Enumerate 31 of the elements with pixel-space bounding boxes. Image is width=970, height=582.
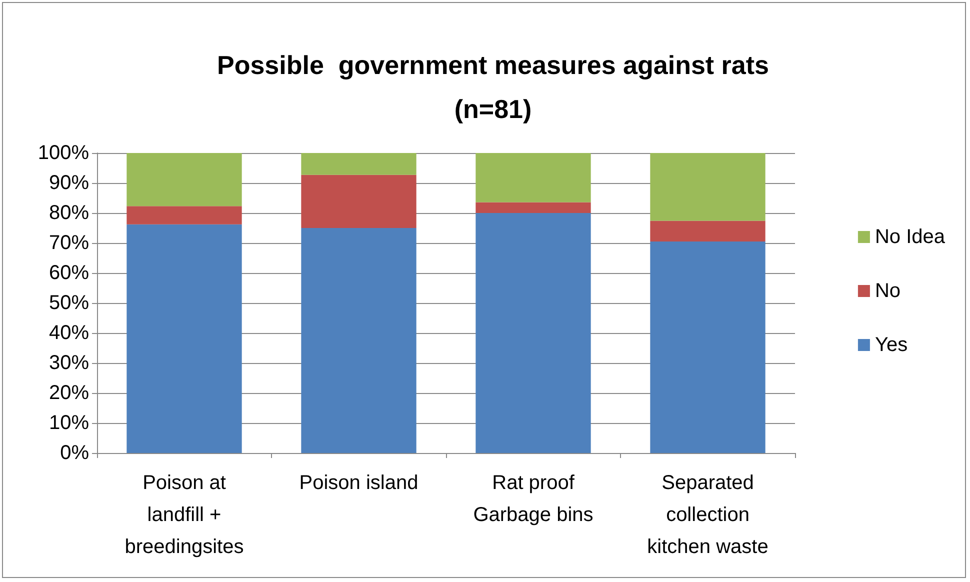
y-tick-label: 10%: [48, 412, 90, 434]
x-tick-label: Rat proof Garbage bins: [473, 472, 594, 526]
bar: [126, 153, 242, 206]
y-tick-label: 0%: [60, 442, 90, 464]
x-tick-label: Separated collection kitchen waste: [647, 472, 768, 558]
bar: [476, 153, 591, 202]
bar: [301, 174, 416, 228]
chart-title: Possible government measures against rats (n=81): [217, 50, 769, 124]
y-tick-label: 80%: [48, 202, 90, 224]
y-tick-label: 50%: [48, 292, 90, 314]
y-tick-label: 100%: [38, 142, 90, 164]
legend-label: Yes: [874, 334, 908, 356]
y-tick-label: 60%: [48, 262, 90, 284]
y-tick-label: 40%: [48, 322, 90, 344]
y-tick-label: 90%: [48, 172, 90, 194]
x-tick-label: Poison at landfill + breedingsites: [124, 472, 244, 558]
y-tick-label: 20%: [48, 382, 90, 404]
bar: [126, 224, 242, 453]
bar: [301, 228, 416, 453]
bar: [301, 153, 416, 175]
x-tick-label: Poison island: [299, 472, 418, 494]
bar: [650, 242, 766, 453]
bar: [650, 153, 766, 221]
bar: [650, 220, 766, 242]
bar: [476, 213, 591, 453]
bar: [476, 202, 591, 213]
y-tick-label: 70%: [48, 232, 90, 254]
legend-label: No Idea: [874, 226, 946, 248]
legend-label: No: [874, 280, 901, 302]
y-tick-label: 30%: [48, 352, 90, 374]
bar: [126, 206, 242, 224]
